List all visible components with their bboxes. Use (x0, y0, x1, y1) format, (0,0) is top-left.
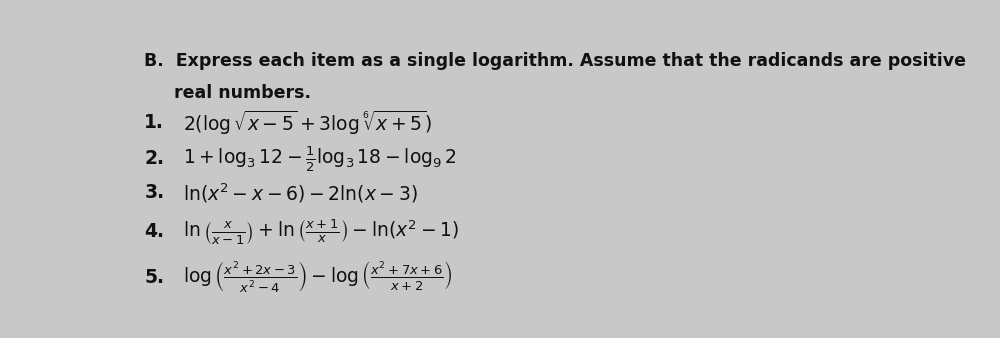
Text: $\ln(x^2 - x - 6) - 2\ln(x - 3)$: $\ln(x^2 - x - 6) - 2\ln(x - 3)$ (183, 181, 418, 204)
Text: 2.: 2. (144, 149, 164, 168)
Text: 5.: 5. (144, 268, 164, 287)
Text: 1.: 1. (144, 113, 164, 132)
Text: $1 + \log_3 12 - \frac{1}{2}\log_3 18 - \log_9 2$: $1 + \log_3 12 - \frac{1}{2}\log_3 18 - … (183, 144, 457, 174)
Text: $\log\left(\frac{x^2+2x-3}{x^2-4}\right) - \log\left(\frac{x^2+7x+6}{x+2}\right): $\log\left(\frac{x^2+2x-3}{x^2-4}\right)… (183, 260, 453, 295)
Text: 4.: 4. (144, 222, 164, 241)
Text: real numbers.: real numbers. (144, 83, 311, 101)
Text: B.  Express each item as a single logarithm. Assume that the radicands are posit: B. Express each item as a single logarit… (144, 52, 966, 70)
Text: 3.: 3. (144, 183, 164, 202)
Text: $2(\log \sqrt{x-5} + 3\log \sqrt[6]{x+5})$: $2(\log \sqrt{x-5} + 3\log \sqrt[6]{x+5}… (183, 108, 432, 137)
Text: $\ln\left(\frac{x}{x-1}\right) + \ln\left(\frac{x+1}{x}\right) - \ln(x^2 - 1)$: $\ln\left(\frac{x}{x-1}\right) + \ln\lef… (183, 217, 459, 247)
